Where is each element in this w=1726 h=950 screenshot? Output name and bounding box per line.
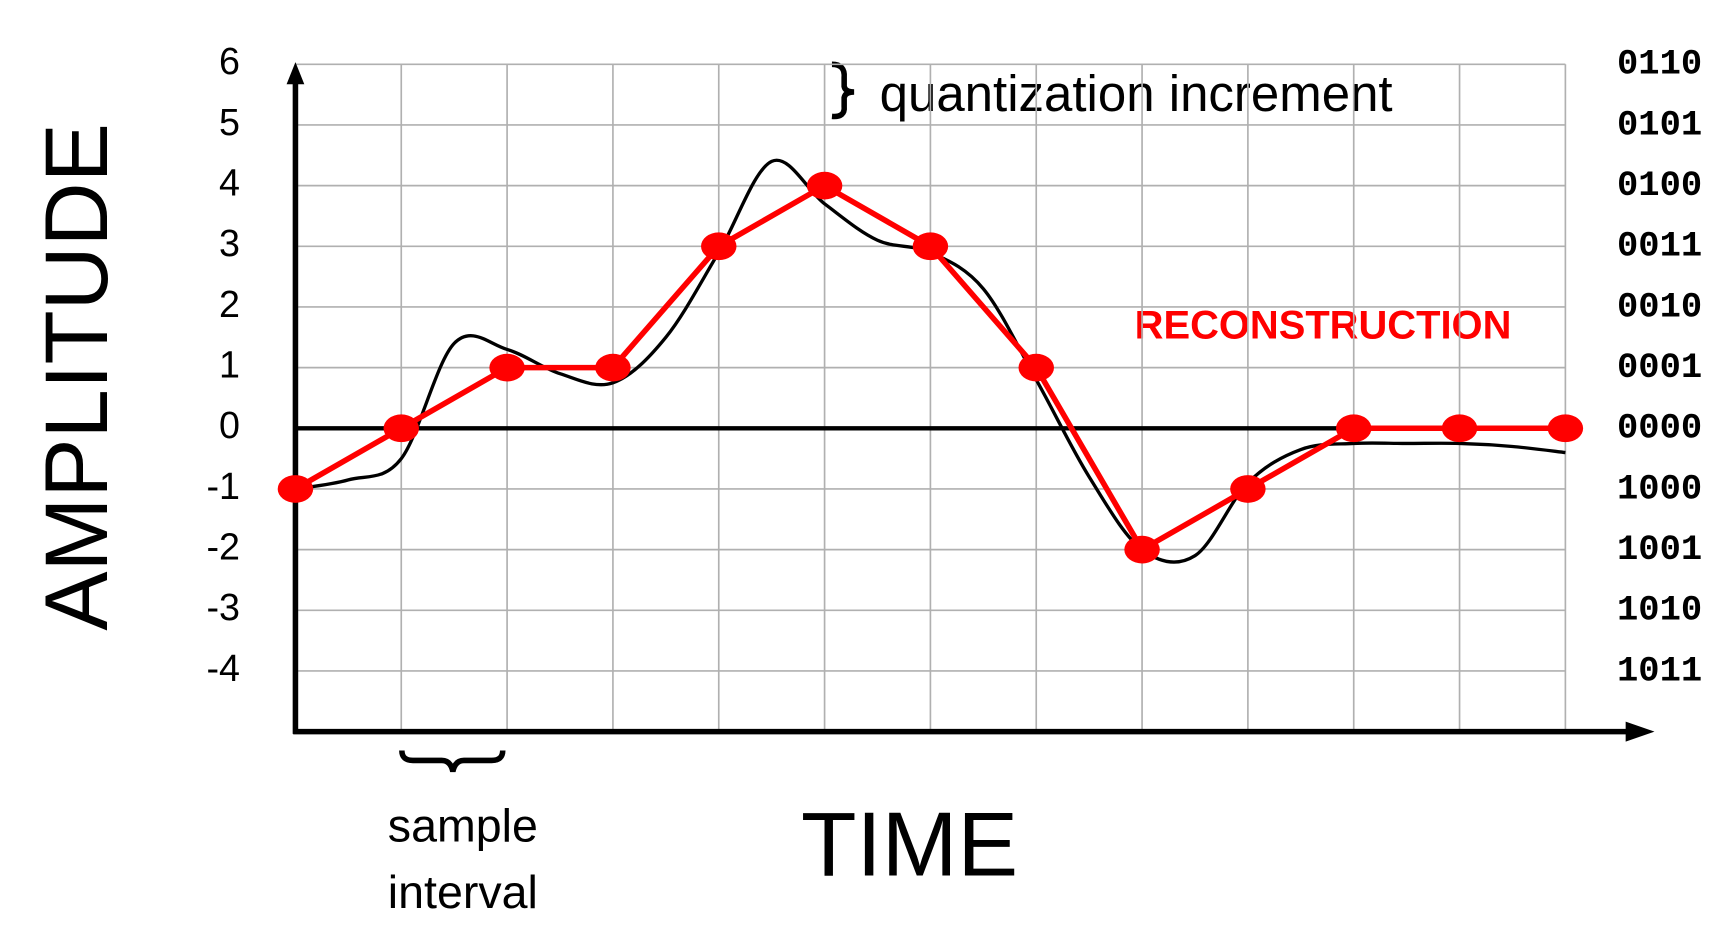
x-axis-label: TIME [801,794,1018,895]
sample-point [595,353,631,382]
quantization-annotation: quantization increment [880,65,1393,122]
quantization-brace [831,61,855,120]
sample-annotation: sample [388,799,538,851]
sample-point [1441,414,1478,443]
y-tick-label: -4 [207,647,240,689]
y2-tick-label: 0100 [1617,165,1702,206]
reconstruction-annotation: RECONSTRUCTION [1135,304,1512,348]
y2-tick-label: 1000 [1617,468,1702,509]
y-tick-label: -2 [207,526,240,568]
y-tick-label: -3 [207,586,240,628]
y-tick-label: 4 [219,162,240,204]
sample-point [1018,353,1054,382]
interval-annotation: interval [388,866,538,918]
sample-point [489,353,525,382]
sample-point [701,232,737,261]
y2-tick-label: 0101 [1617,104,1702,145]
sample-point [912,232,949,261]
y2-tick-label: 0000 [1617,408,1702,449]
y2-tick-label: 1010 [1617,590,1702,631]
sample-point [1335,414,1372,443]
y2-tick-label: 0011 [1617,226,1702,267]
y-tick-label: 3 [219,222,240,264]
sample-brace [399,750,506,773]
y-tick-label: 2 [219,283,240,325]
sample-point [806,171,843,200]
y2-tick-label: 0010 [1617,286,1702,327]
y-tick-label: 1 [219,344,240,386]
y2-tick-label: 0110 [1617,44,1702,85]
sample-point [383,414,420,443]
y-tick-label: 0 [219,404,240,446]
sample-point [277,475,314,503]
sample-point [1230,475,1266,503]
sample-point [1124,535,1160,564]
y-tick-label: -1 [207,465,240,507]
y-axis-label: AMPLITUDE [27,123,126,630]
x-axis-arrow [1625,721,1655,742]
y2-tick-label: 1001 [1617,529,1702,570]
y2-tick-label: 0001 [1617,347,1702,388]
sample-point [1547,414,1584,443]
y-tick-label: 5 [219,101,240,143]
y2-tick-label: 1011 [1617,650,1702,691]
y-axis-arrow [286,62,305,85]
y-tick-label: 6 [219,40,240,82]
